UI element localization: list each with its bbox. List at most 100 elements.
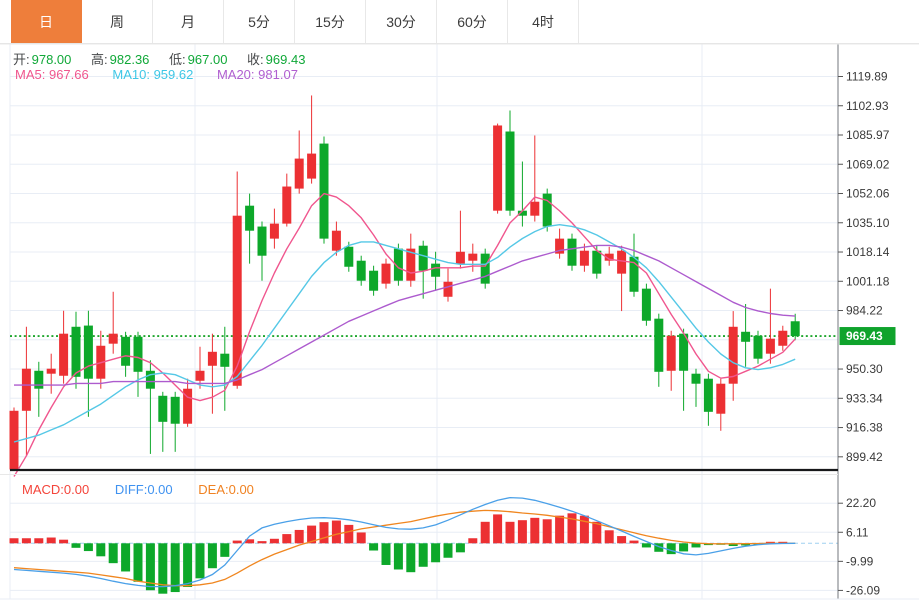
macd-hist-bar	[418, 543, 428, 567]
candle-down	[170, 396, 180, 424]
macd-hist-bar	[232, 540, 242, 544]
macd-hist-bar	[567, 513, 577, 544]
candle-up	[307, 153, 317, 179]
macd-hist-bar	[728, 543, 738, 547]
interval-tab-month[interactable]: 月	[153, 0, 224, 43]
dea-line	[13, 509, 796, 587]
candle-up	[555, 238, 565, 254]
ma-lines-layer	[13, 192, 796, 477]
panel-divider	[0, 468, 838, 475]
candle-up	[493, 125, 503, 211]
macd-hist-bar	[108, 543, 118, 564]
candle-down	[145, 370, 155, 389]
candle-down	[220, 353, 230, 367]
candle-up	[406, 248, 416, 281]
interval-tabbar: 日周月 5分 15分 30分 60分 4时	[0, 0, 919, 44]
candles-layer	[9, 95, 800, 470]
ma5-line	[13, 192, 796, 477]
candle-up	[282, 186, 292, 224]
macd-hist-bar	[406, 543, 416, 573]
macd-hist-bar	[765, 541, 775, 544]
candle-up	[232, 215, 242, 386]
ma10-line	[13, 223, 796, 443]
macd-tick-label: 6.11	[846, 525, 869, 539]
candle-down	[753, 335, 763, 359]
candle-up	[46, 368, 56, 374]
price-tick-label: 1069.02	[846, 157, 890, 171]
candle-down	[393, 248, 403, 281]
macd-hist-bar	[245, 539, 255, 544]
candle-down	[629, 256, 639, 292]
candle-up	[195, 370, 205, 381]
macd-hist-bar	[220, 543, 230, 557]
candle-up	[331, 230, 341, 251]
price-tick-label: 1102.93	[846, 99, 889, 113]
candle-up	[443, 281, 453, 297]
macd-hist-bar	[455, 543, 465, 553]
price-tick-label: 899.42	[846, 450, 883, 464]
candle-up	[765, 338, 775, 354]
macd-hist-bar	[344, 524, 354, 544]
candle-down	[691, 373, 701, 384]
interval-tab-day[interactable]: 日	[11, 0, 82, 43]
macd-hist-bar	[145, 543, 155, 591]
candle-down	[71, 326, 81, 377]
macd-tick-label: 22.20	[846, 496, 876, 510]
candle-up	[468, 253, 478, 261]
interval-tab-week[interactable]: 周	[82, 0, 153, 43]
candle-down	[158, 395, 168, 422]
macd-hist-bar	[307, 525, 317, 544]
candle-up	[294, 158, 304, 189]
macd-hist-bar	[369, 543, 379, 551]
macd-hist-bar	[319, 522, 329, 544]
macd-hist-bar	[468, 538, 478, 544]
macd-hist-bar	[530, 517, 540, 544]
interval-tab-h4[interactable]: 4时	[508, 0, 579, 43]
candle-up	[269, 223, 279, 239]
interval-tab-m15[interactable]: 15分	[295, 0, 366, 43]
macd-hist-bar	[555, 515, 565, 544]
macd-hist-bar	[71, 543, 81, 548]
macd-hist-bar	[294, 529, 304, 544]
macd-tick-label: -9.99	[846, 554, 874, 568]
macd-hist-bar	[579, 515, 589, 544]
ma20-line	[14, 244, 796, 386]
candle-down	[505, 131, 515, 211]
macd-hist-bar	[493, 514, 503, 544]
candle-up	[728, 326, 738, 384]
macd-hist-bar	[679, 543, 689, 552]
macd-hist-bar	[443, 543, 453, 558]
macd-hist-bar	[654, 543, 664, 552]
price-tick-label: 1035.10	[846, 216, 890, 230]
interval-tab-m60[interactable]: 60分	[437, 0, 508, 43]
macd-hist-bar	[542, 519, 552, 544]
candle-up	[21, 368, 31, 411]
macd-hist-bar	[158, 543, 168, 594]
price-tick-label: 916.38	[846, 421, 883, 435]
candle-down	[245, 205, 255, 231]
macd-hist-bar	[282, 534, 292, 544]
price-tick-label: 1001.18	[846, 274, 890, 288]
candle-down	[369, 270, 379, 291]
candle-down	[83, 325, 93, 379]
macd-hist-bar	[21, 538, 31, 544]
interval-tab-m5[interactable]: 5分	[224, 0, 295, 43]
current-price-badge	[839, 327, 896, 346]
candle-down	[641, 288, 651, 321]
macd-hist-bar	[207, 543, 217, 569]
macd-hist-bar	[381, 543, 391, 565]
macd-hist-bar	[617, 536, 627, 544]
macd-hist-bar	[96, 543, 106, 557]
macd-hist-bar	[269, 538, 279, 544]
candle-up	[778, 330, 788, 346]
macd-hist-bar	[505, 521, 515, 544]
price-tick-label: 1085.97	[846, 128, 890, 142]
macd-hist-bar	[121, 543, 131, 572]
candle-down	[703, 378, 713, 412]
interval-tab-m30[interactable]: 30分	[366, 0, 437, 43]
candle-down	[133, 336, 143, 372]
macd-hist-bar	[741, 543, 751, 546]
candle-down	[319, 143, 329, 239]
